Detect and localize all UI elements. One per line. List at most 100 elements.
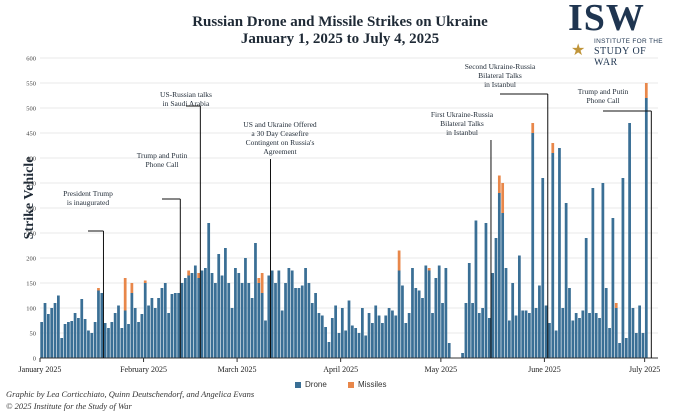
annotation-label: US and Ukraine Offered a 30 Day Ceasefire… — [243, 120, 317, 156]
x-tick-label: March 2025 — [218, 365, 257, 374]
y-tick-label: 200 — [26, 256, 36, 263]
drone-bar — [197, 278, 201, 358]
missile-bar — [427, 268, 431, 271]
missile-bar — [130, 283, 134, 293]
y-tick-label: 550 — [26, 81, 36, 88]
missile-bar — [143, 280, 147, 283]
drone-bar — [344, 330, 348, 358]
drone-bar — [588, 313, 591, 358]
drone-bar — [290, 270, 294, 358]
drone-bar — [177, 293, 181, 358]
drone-bar — [67, 322, 70, 358]
annotation-line: Bilateral Talks — [440, 119, 484, 128]
drone-bar — [247, 283, 251, 358]
drone-bar — [274, 283, 277, 358]
legend-drone-label: Drone — [305, 380, 327, 389]
drone-bar — [244, 258, 247, 358]
drone-bar — [634, 333, 638, 358]
drone-bar — [330, 318, 334, 358]
drone-bar — [70, 321, 74, 358]
missile-bar — [260, 273, 264, 293]
drone-bar — [581, 310, 585, 358]
annotation-line: Agreement — [263, 147, 297, 156]
drone-bar — [337, 333, 341, 358]
drone-bar — [384, 315, 388, 358]
drone-bar — [641, 333, 645, 358]
drone-bar — [598, 318, 601, 358]
drone-bar — [297, 288, 301, 358]
drone-bar — [367, 313, 371, 358]
drone-bar — [267, 275, 271, 358]
annotation-line: in Saudi Arabia — [163, 99, 210, 108]
drone-bar — [173, 293, 177, 358]
drone-bar — [568, 288, 571, 358]
drone-bar — [63, 324, 67, 358]
x-tick-label: June 2025 — [528, 365, 561, 374]
drone-bar — [260, 293, 264, 358]
missile-bar — [397, 250, 401, 271]
drone-bar — [444, 268, 448, 358]
drone-bar — [364, 335, 368, 358]
missile-bar — [123, 278, 127, 311]
drone-bar — [584, 238, 588, 358]
drone-bar — [110, 322, 114, 358]
annotation-label: Second Ukraine-Russia Bilateral Talks in I… — [465, 62, 536, 89]
drone-bar — [507, 320, 511, 358]
drone-bar — [561, 308, 565, 358]
drone-bar — [414, 288, 418, 358]
drone-bar — [97, 290, 100, 358]
drone-bar — [541, 178, 545, 358]
drone-bar — [170, 294, 174, 358]
missile-bar — [644, 83, 648, 98]
drone-bar — [631, 308, 635, 358]
star-icon: ★ — [571, 40, 586, 59]
drone-bar — [287, 268, 291, 358]
legend-missiles: Missiles — [348, 380, 386, 389]
legend-drone: Drone — [295, 380, 327, 389]
y-tick-label: 0 — [33, 356, 36, 363]
drone-bar — [250, 298, 254, 358]
x-tick-label: February 2025 — [120, 365, 167, 374]
annotation-label: First Ukraine-Russia Bilateral Talks in Is… — [431, 110, 494, 137]
drone-bar — [497, 193, 501, 358]
annotation-line: a 30 Day Ceasefire — [251, 129, 309, 138]
drone-bar — [270, 270, 274, 358]
x-tick-label: July 2025 — [629, 365, 660, 374]
drone-bar — [120, 328, 124, 358]
annotation-label: Trump and Putin Phone Call — [137, 151, 188, 169]
drone-bar — [284, 283, 287, 358]
drone-bar — [103, 323, 107, 358]
drone-bar — [554, 330, 558, 358]
drone-bar — [77, 318, 80, 358]
drone-bar — [160, 288, 164, 358]
drone-bar — [147, 305, 150, 358]
drone-bar — [407, 313, 411, 358]
legend-drone-swatch — [295, 381, 301, 388]
drone-bar — [360, 308, 364, 358]
drone-bar — [521, 310, 525, 358]
drone-bar — [324, 327, 327, 358]
drone-bar — [150, 298, 154, 358]
drone-bar — [127, 324, 130, 358]
drone-bar — [434, 278, 438, 358]
y-tick-label: 450 — [26, 131, 36, 138]
drone-bar — [300, 285, 304, 358]
drone-bar — [277, 270, 281, 358]
drone-bar — [350, 325, 354, 358]
y-tick-label: 400 — [26, 156, 36, 163]
drone-bar — [591, 188, 595, 358]
drone-bar — [210, 273, 214, 358]
drone-bar — [217, 254, 221, 358]
drone-bar — [618, 343, 621, 358]
drone-bar — [494, 238, 498, 358]
y-tick-label: 250 — [26, 231, 36, 238]
drone-bar — [234, 268, 237, 358]
drone-bar — [574, 313, 578, 358]
drone-bar — [304, 268, 307, 358]
drone-bar — [371, 323, 374, 358]
isw-logo-subtext-1: INSTITUTE FOR THE — [594, 38, 663, 45]
y-tick-label: 50 — [30, 331, 37, 338]
drone-bar — [467, 263, 471, 358]
drone-bar — [357, 333, 361, 358]
drone-bar — [501, 213, 505, 358]
